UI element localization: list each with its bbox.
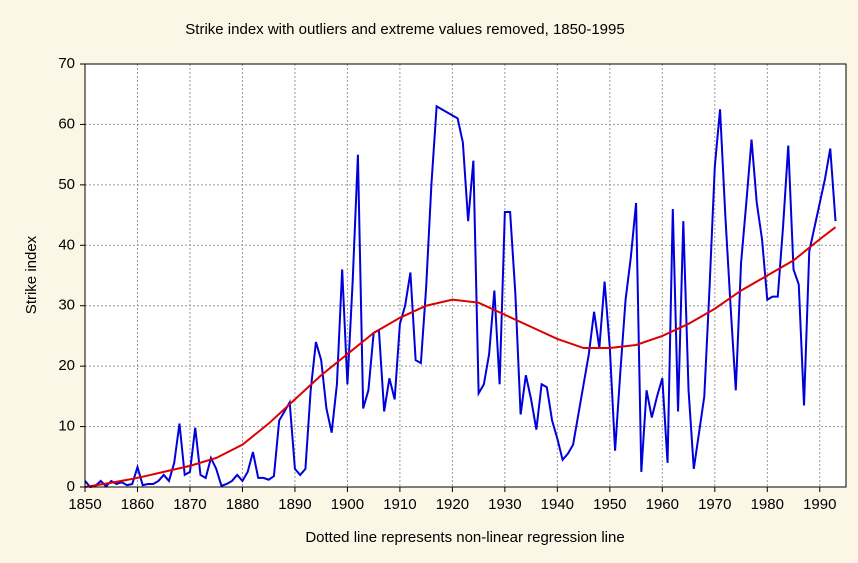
plot-frame	[84, 63, 847, 488]
data-line	[84, 104, 837, 489]
y-axis-label: Strike index	[23, 235, 40, 314]
x-tick-label: 1860	[121, 496, 154, 513]
x-axis-label: Dotted line represents non-linear regres…	[305, 529, 624, 546]
x-tick-label: 1990	[803, 496, 836, 513]
x-tick-label: 1950	[593, 496, 626, 513]
y-tick-label: 0	[67, 478, 75, 495]
y-tick-label: 50	[58, 176, 75, 193]
x-tick-label: 1960	[646, 496, 679, 513]
x-tick-label: 1880	[226, 496, 259, 513]
x-tick-label: 1910	[383, 496, 416, 513]
y-tick-label: 20	[58, 357, 75, 374]
x-tick-label: 1890	[278, 496, 311, 513]
x-tick-label: 1970	[698, 496, 731, 513]
x-tick-label: 1900	[331, 496, 364, 513]
y-tick-label: 10	[58, 418, 75, 435]
x-tick-label: 1940	[541, 496, 574, 513]
x-tick-label: 1870	[173, 496, 206, 513]
x-tick-label: 1850	[68, 496, 101, 513]
plot-area	[84, 63, 847, 488]
y-tick-label: 40	[58, 236, 75, 253]
y-tick-label: 30	[58, 297, 75, 314]
data-line	[84, 226, 837, 488]
x-tick-label: 1920	[436, 496, 469, 513]
x-tick-label: 1980	[751, 496, 784, 513]
y-tick-label: 70	[58, 55, 75, 72]
y-tick-label: 60	[58, 115, 75, 132]
x-tick-label: 1930	[488, 496, 521, 513]
chart-title: Strike index with outliers and extreme v…	[185, 21, 624, 38]
